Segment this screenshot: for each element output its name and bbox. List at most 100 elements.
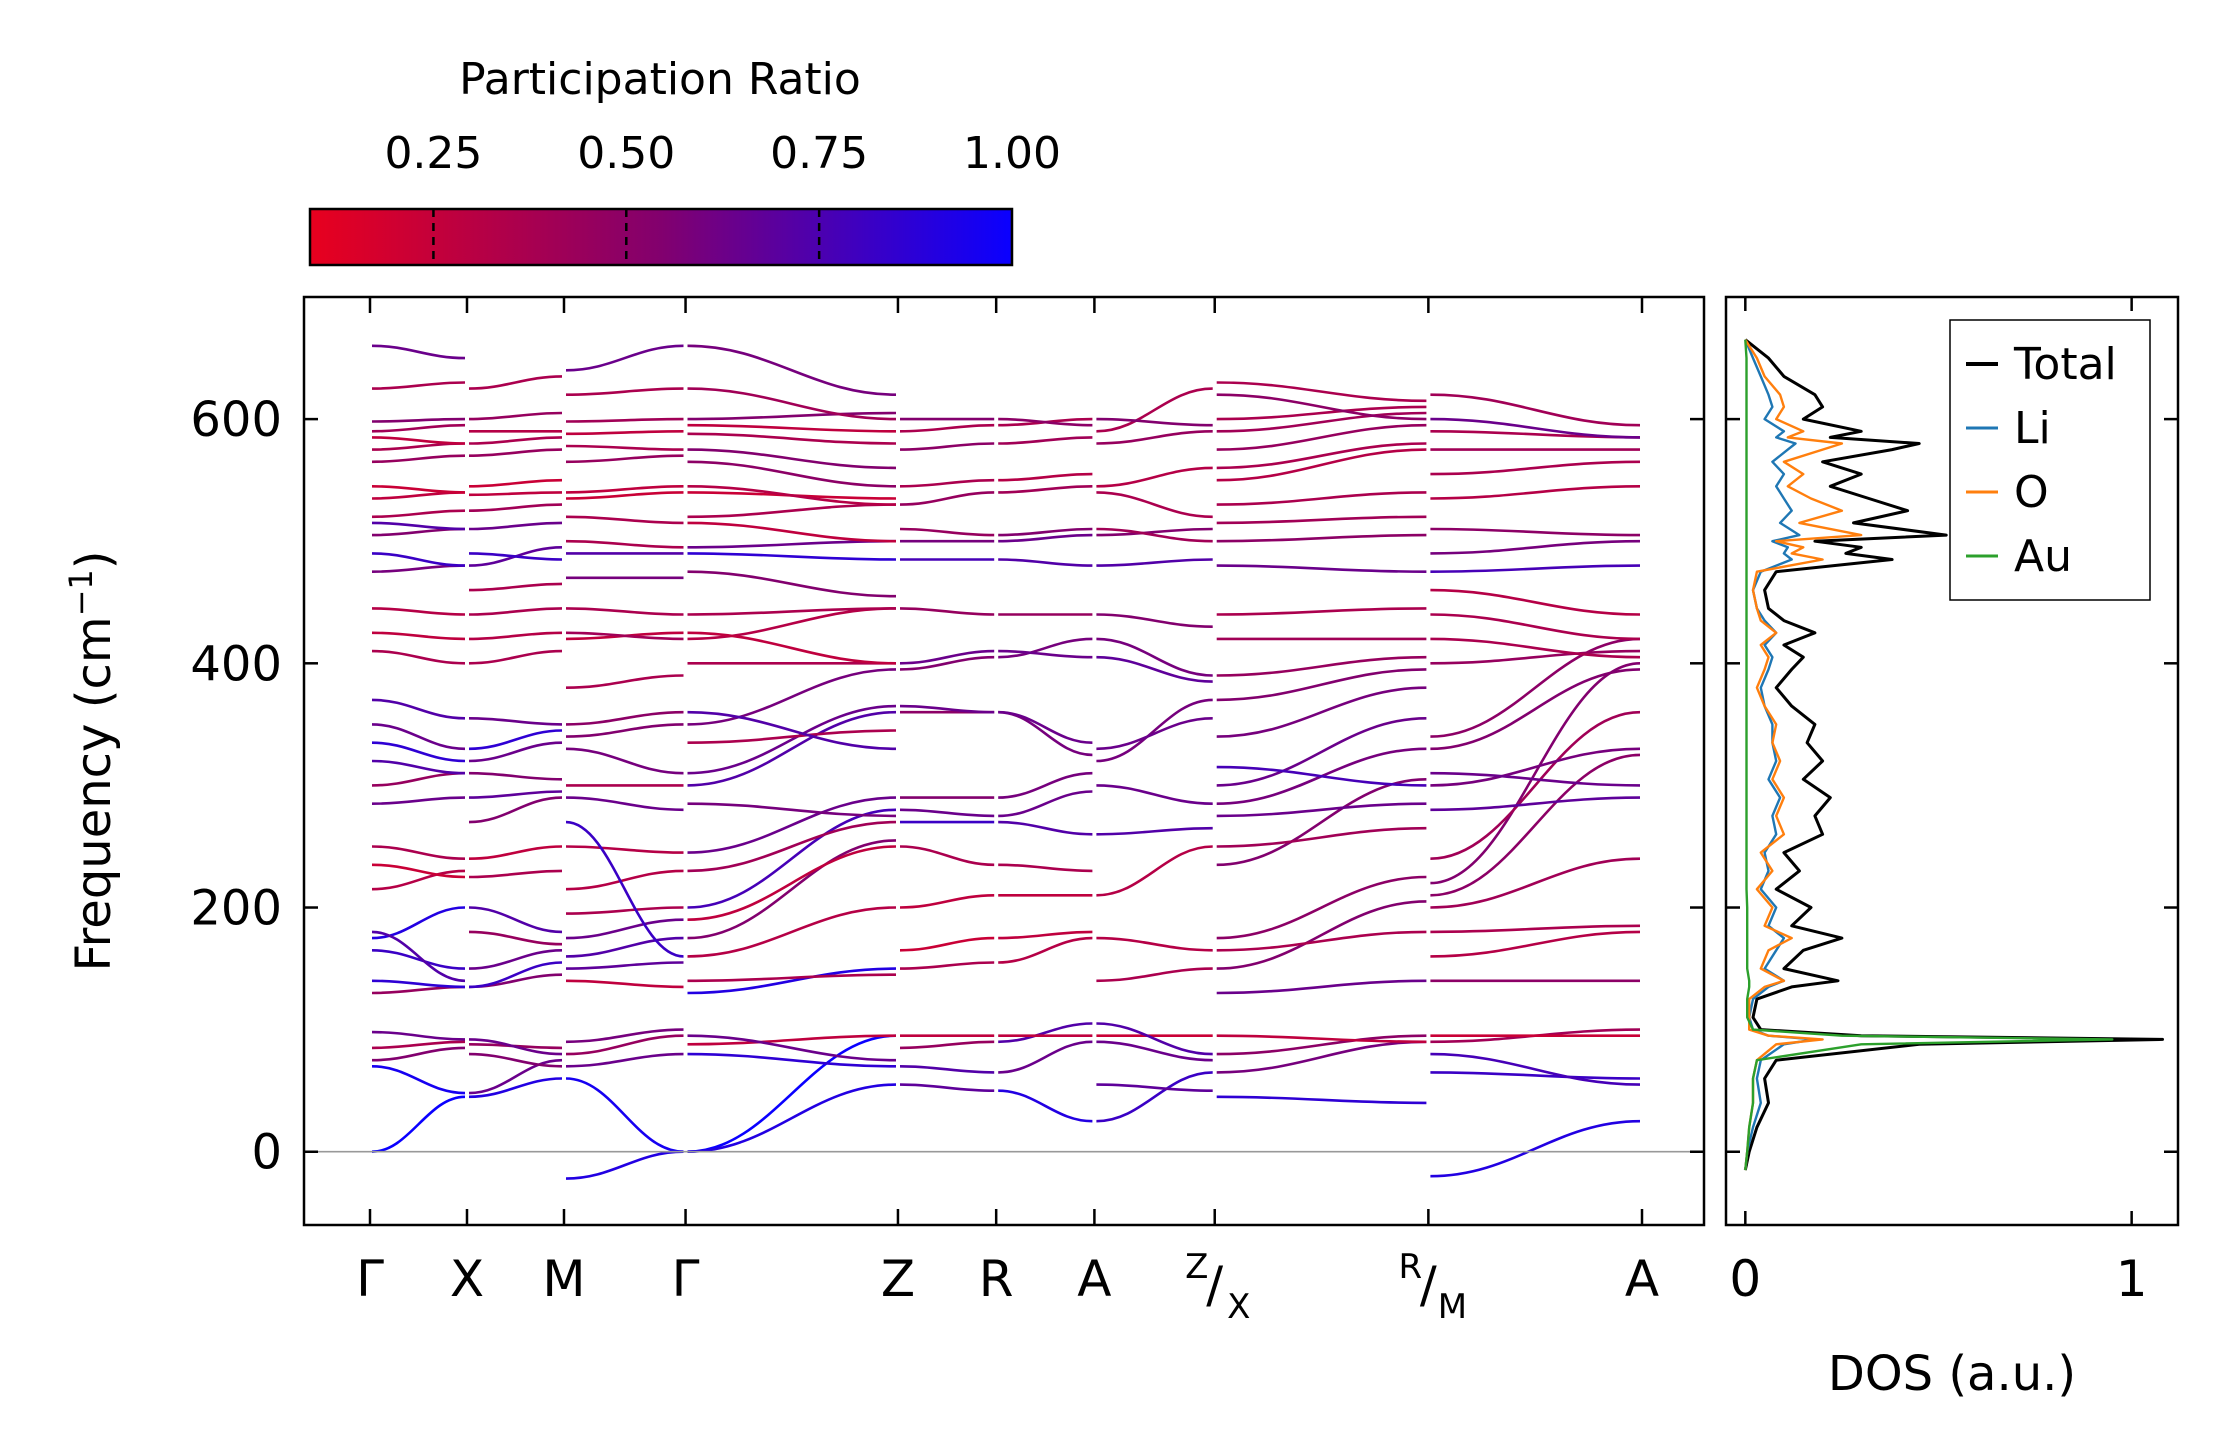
phonon-band <box>687 570 897 598</box>
phonon-band <box>998 417 1093 427</box>
phonon-band <box>899 478 995 488</box>
phonon-band <box>371 564 466 573</box>
dos-series-li <box>1744 339 1817 1171</box>
phonon-band <box>565 491 684 500</box>
y-axis-label: Frequency (cm−1) <box>62 550 122 971</box>
phonon-band <box>565 539 684 549</box>
phonon-band <box>468 1038 563 1056</box>
k-point-label-slash: / <box>1420 1256 1437 1314</box>
phonon-band <box>899 1065 995 1074</box>
phonon-band <box>899 607 995 616</box>
phonon-band <box>998 863 1093 873</box>
phonon-band <box>1216 1034 1427 1044</box>
phonon-band <box>998 558 1093 567</box>
phonon-band <box>371 509 466 519</box>
phonon-band <box>899 491 995 506</box>
phonon-band <box>899 936 995 952</box>
phonon-band <box>371 1065 466 1095</box>
phonon-band <box>468 771 563 781</box>
phonon-band <box>468 1058 563 1095</box>
phonon-band <box>1216 423 1427 451</box>
k-point-label-sup: R <box>1399 1247 1423 1287</box>
phonon-band <box>565 710 684 726</box>
phonon-band <box>468 521 563 531</box>
phonon-band <box>468 503 563 512</box>
phonon-band <box>371 485 466 494</box>
phonon-band <box>565 417 684 423</box>
phonon-band <box>998 1022 1093 1044</box>
phonon-band <box>1096 717 1213 751</box>
phonon-band <box>565 1150 684 1180</box>
k-point-label: Γ <box>672 1250 700 1308</box>
phonon-band <box>1096 967 1213 983</box>
phonon-band <box>899 1083 995 1092</box>
phonon-band <box>468 961 563 989</box>
legend-box <box>1949 319 2151 601</box>
phonon-band <box>1216 668 1427 702</box>
phonon-band <box>468 491 563 497</box>
phonon-band <box>371 454 466 464</box>
phonon-band <box>687 796 897 854</box>
phonon-band <box>371 1046 466 1062</box>
phonon-band <box>371 741 466 763</box>
phonon-band <box>1096 826 1213 836</box>
phonon-band <box>1430 485 1641 500</box>
phonon-band <box>468 436 563 445</box>
phonon-band <box>468 729 563 751</box>
phonon-band <box>1216 930 1427 952</box>
phonon-band <box>687 1052 897 1068</box>
phonon-band <box>687 631 897 665</box>
phonon-band <box>687 668 897 726</box>
phonon-band <box>565 631 684 641</box>
phonon-band <box>1430 1052 1641 1086</box>
phonon-band <box>565 820 684 958</box>
legend-label-au: Au <box>2014 531 2072 582</box>
phonon-band <box>1430 637 1641 659</box>
phonon-band <box>468 1077 563 1099</box>
phonon-band <box>1430 649 1641 665</box>
phonon-band <box>565 747 684 775</box>
phonon-band <box>468 845 563 860</box>
phonon-band <box>687 539 897 549</box>
phonon-band <box>565 454 684 464</box>
phonon-band <box>565 918 684 940</box>
legend-label-li: Li <box>2014 403 2051 454</box>
colorbar-frame <box>308 207 1014 267</box>
phonon-band <box>468 869 563 879</box>
phonon-band <box>468 411 563 421</box>
phonon-band <box>687 967 897 995</box>
phonon-band <box>1216 411 1427 433</box>
phonon-band <box>371 649 466 665</box>
colorbar-gradient <box>310 209 1012 265</box>
phonon-band <box>687 432 897 445</box>
phonon-band <box>565 1028 684 1044</box>
phonon-band <box>371 906 466 940</box>
phonon-band <box>899 894 995 909</box>
phonon-band <box>687 1083 897 1153</box>
phonon-band <box>1430 588 1641 616</box>
phonon-band <box>565 1052 684 1068</box>
phonon-band <box>1096 637 1213 677</box>
phonon-band <box>899 1040 995 1050</box>
phonon-band <box>565 515 684 525</box>
phonon-band <box>565 1077 684 1153</box>
phonon-band <box>371 979 466 989</box>
phonon-band <box>468 1052 563 1068</box>
phonon-band <box>1096 845 1213 897</box>
phonon-band <box>998 790 1093 818</box>
phonon-band <box>1430 924 1641 934</box>
phonon-band <box>998 472 1093 482</box>
phonon-band <box>371 845 466 860</box>
k-point-label: M <box>542 1250 585 1308</box>
phonon-band <box>687 1034 897 1046</box>
phonon-band <box>1430 564 1641 573</box>
phonon-band <box>1216 717 1427 787</box>
phonon-band <box>998 637 1093 659</box>
phonon-band <box>1430 637 1641 738</box>
phonon-band <box>468 796 563 824</box>
phonon-band <box>899 704 995 714</box>
phonon-band <box>371 930 466 983</box>
legend-label-o: O <box>2014 467 2049 518</box>
k-point-label: R <box>979 1250 1014 1308</box>
